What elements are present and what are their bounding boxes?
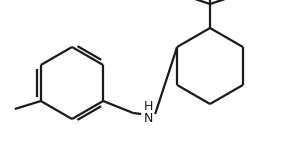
Text: H
N: H N [143, 99, 153, 124]
